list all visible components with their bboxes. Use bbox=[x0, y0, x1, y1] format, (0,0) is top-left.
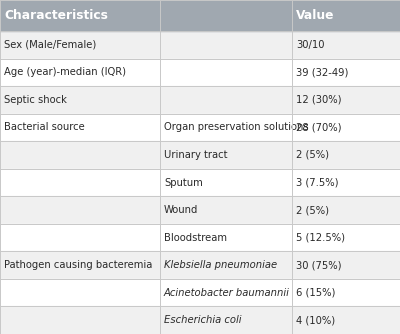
Bar bbox=[0, 307, 400, 334]
Text: 2 (5%): 2 (5%) bbox=[296, 205, 329, 215]
Text: Klebsiella pneumoniae: Klebsiella pneumoniae bbox=[164, 260, 277, 270]
Text: Organ preservation solutions: Organ preservation solutions bbox=[164, 123, 309, 133]
Text: Acinetobacter baumannii: Acinetobacter baumannii bbox=[164, 288, 290, 298]
Text: 6 (15%): 6 (15%) bbox=[296, 288, 335, 298]
Bar bbox=[0, 252, 400, 279]
Bar bbox=[0, 0, 400, 31]
Bar bbox=[0, 58, 400, 86]
Text: Sputum: Sputum bbox=[164, 178, 203, 187]
Text: Age (year)-median (IQR): Age (year)-median (IQR) bbox=[4, 67, 126, 77]
Text: Bloodstream: Bloodstream bbox=[164, 232, 227, 242]
Text: Septic shock: Septic shock bbox=[4, 95, 67, 105]
Text: Escherichia coli: Escherichia coli bbox=[164, 315, 242, 325]
Bar bbox=[0, 114, 400, 141]
Bar bbox=[0, 169, 400, 196]
Text: Characteristics: Characteristics bbox=[4, 9, 108, 22]
Text: Value: Value bbox=[296, 9, 334, 22]
Text: Urinary tract: Urinary tract bbox=[164, 150, 228, 160]
Text: 39 (32-49): 39 (32-49) bbox=[296, 67, 348, 77]
Text: Sex (Male/Female): Sex (Male/Female) bbox=[4, 40, 96, 50]
Text: 4 (10%): 4 (10%) bbox=[296, 315, 335, 325]
Bar bbox=[0, 86, 400, 114]
Bar bbox=[0, 31, 400, 58]
Bar bbox=[0, 224, 400, 252]
Text: Bacterial source: Bacterial source bbox=[4, 123, 85, 133]
Text: 2 (5%): 2 (5%) bbox=[296, 150, 329, 160]
Text: 5 (12.5%): 5 (12.5%) bbox=[296, 232, 345, 242]
Text: Wound: Wound bbox=[164, 205, 198, 215]
Text: 12 (30%): 12 (30%) bbox=[296, 95, 342, 105]
Text: 30 (75%): 30 (75%) bbox=[296, 260, 342, 270]
Text: Pathogen causing bacteremia: Pathogen causing bacteremia bbox=[4, 260, 152, 270]
Text: 30/10: 30/10 bbox=[296, 40, 324, 50]
Text: 3 (7.5%): 3 (7.5%) bbox=[296, 178, 338, 187]
Text: 28 (70%): 28 (70%) bbox=[296, 123, 342, 133]
Bar bbox=[0, 196, 400, 224]
Bar bbox=[0, 141, 400, 169]
Bar bbox=[0, 279, 400, 307]
